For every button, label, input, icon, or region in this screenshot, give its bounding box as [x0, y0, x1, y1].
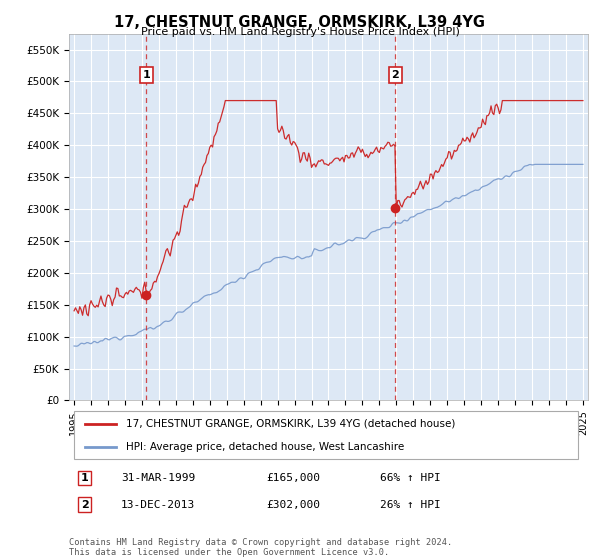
FancyBboxPatch shape: [74, 412, 578, 459]
Text: 66% ↑ HPI: 66% ↑ HPI: [380, 473, 441, 483]
Text: 17, CHESTNUT GRANGE, ORMSKIRK, L39 4YG (detached house): 17, CHESTNUT GRANGE, ORMSKIRK, L39 4YG (…: [126, 419, 455, 429]
Text: 2: 2: [392, 70, 400, 80]
Text: HPI: Average price, detached house, West Lancashire: HPI: Average price, detached house, West…: [126, 442, 404, 452]
Text: 1: 1: [142, 70, 150, 80]
Text: Contains HM Land Registry data © Crown copyright and database right 2024.
This d: Contains HM Land Registry data © Crown c…: [69, 538, 452, 557]
Text: 26% ↑ HPI: 26% ↑ HPI: [380, 500, 441, 510]
Text: 13-DEC-2013: 13-DEC-2013: [121, 500, 195, 510]
Text: 2: 2: [80, 500, 88, 510]
Text: £302,000: £302,000: [266, 500, 320, 510]
Text: 31-MAR-1999: 31-MAR-1999: [121, 473, 195, 483]
Text: £165,000: £165,000: [266, 473, 320, 483]
Text: Price paid vs. HM Land Registry's House Price Index (HPI): Price paid vs. HM Land Registry's House …: [140, 27, 460, 37]
Text: 1: 1: [80, 473, 88, 483]
Text: 17, CHESTNUT GRANGE, ORMSKIRK, L39 4YG: 17, CHESTNUT GRANGE, ORMSKIRK, L39 4YG: [115, 15, 485, 30]
